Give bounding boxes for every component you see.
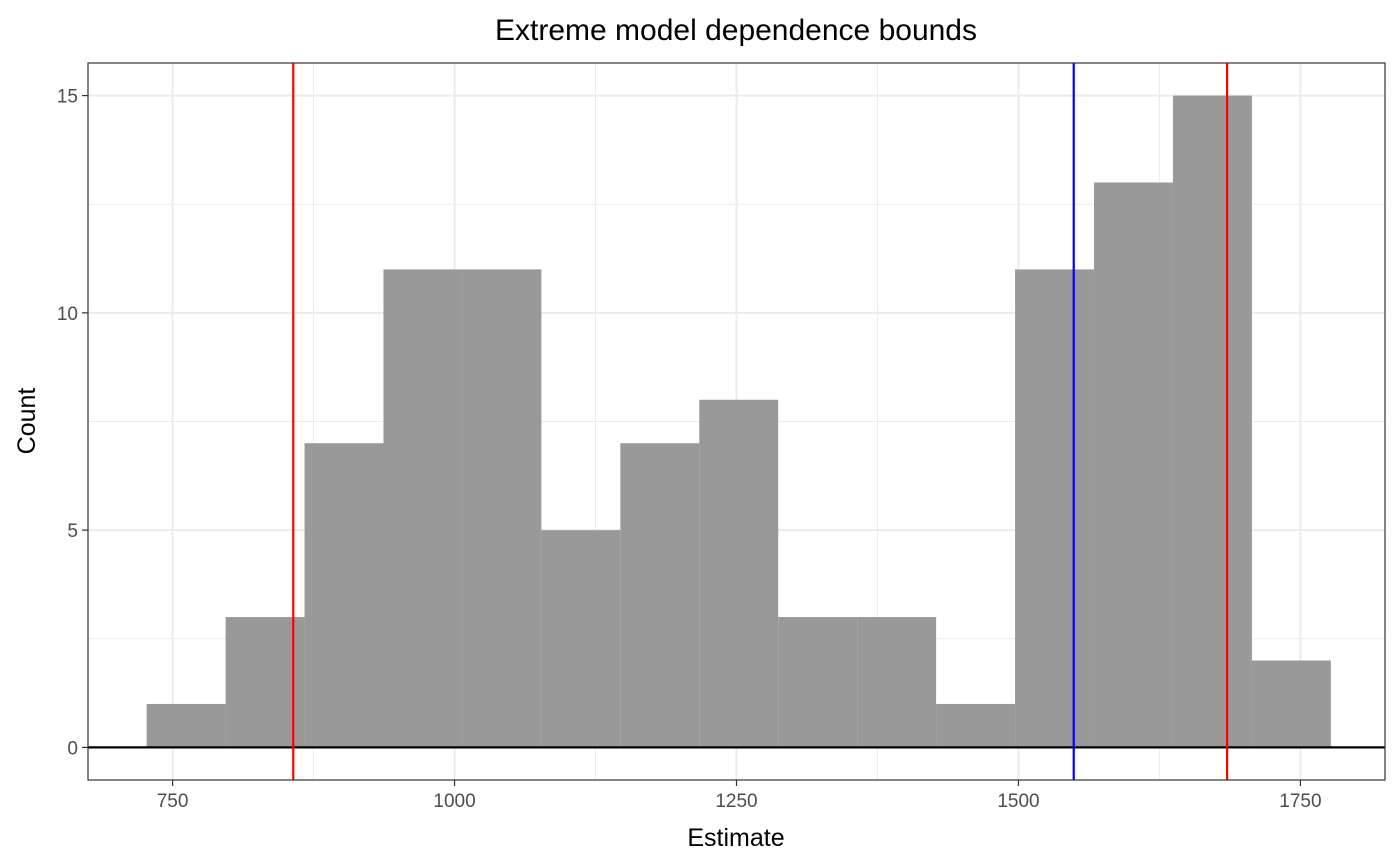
histogram-bar — [699, 399, 779, 748]
x-tick-label: 1000 — [433, 791, 475, 812]
chart-title: Extreme model dependence bounds — [495, 14, 977, 47]
histogram-bar — [383, 269, 463, 748]
y-tick-label: 10 — [57, 304, 78, 325]
y-tick-label: 5 — [67, 521, 78, 542]
x-tick-label: 1500 — [997, 791, 1039, 812]
histogram-bar — [541, 530, 621, 748]
y-axis-title: Count — [13, 388, 41, 455]
histogram-bar — [1172, 95, 1252, 748]
histogram-bar — [778, 617, 858, 748]
histogram-bar — [936, 703, 1016, 748]
histogram-bar — [304, 443, 384, 748]
x-axis-title: Estimate — [687, 824, 784, 852]
histogram-bar — [1094, 182, 1173, 748]
y-tick-label: 15 — [57, 87, 78, 108]
histogram-bar — [1251, 660, 1331, 748]
x-tick-label: 1750 — [1279, 791, 1321, 812]
x-tick-label: 1250 — [715, 791, 757, 812]
x-axis-ticks: 750 1000 1250 1500 1750 — [157, 780, 1322, 812]
histogram-bar — [1015, 269, 1095, 748]
vertical-reference-lines — [292, 63, 1229, 780]
histogram-bar — [857, 617, 937, 748]
y-tick-label: 0 — [67, 738, 78, 759]
histogram-bar — [146, 703, 226, 748]
histogram-bar — [462, 269, 542, 748]
x-tick-label: 750 — [157, 791, 189, 812]
histogram-bars — [146, 95, 1331, 748]
histogram-bar — [620, 443, 700, 748]
y-axis-ticks: 0 5 10 15 — [57, 87, 88, 759]
histogram-bar — [225, 617, 305, 748]
